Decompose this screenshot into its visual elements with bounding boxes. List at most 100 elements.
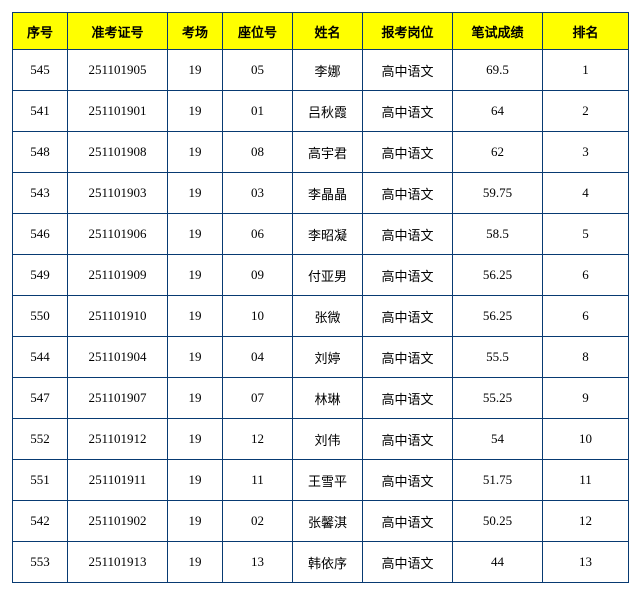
cell-seat: 07 [223,378,293,419]
cell-seat: 03 [223,173,293,214]
cell-rank: 3 [543,132,629,173]
cell-seat: 08 [223,132,293,173]
cell-admit: 251101912 [68,419,168,460]
cell-admit: 251101904 [68,337,168,378]
table-row: 5522511019121912刘伟高中语文5410 [13,419,629,460]
cell-admit: 251101908 [68,132,168,173]
table-row: 5462511019061906李昭凝高中语文58.55 [13,214,629,255]
cell-score: 62 [453,132,543,173]
cell-room: 19 [168,50,223,91]
cell-admit: 251101911 [68,460,168,501]
cell-post: 高中语文 [363,255,453,296]
cell-rank: 13 [543,542,629,583]
cell-room: 19 [168,214,223,255]
cell-seq: 548 [13,132,68,173]
table-row: 5502511019101910张微高中语文56.256 [13,296,629,337]
cell-score: 59.75 [453,173,543,214]
cell-rank: 11 [543,460,629,501]
cell-room: 19 [168,132,223,173]
cell-admit: 251101907 [68,378,168,419]
cell-seq: 553 [13,542,68,583]
cell-seq: 542 [13,501,68,542]
cell-seq: 550 [13,296,68,337]
cell-score: 50.25 [453,501,543,542]
cell-name: 张馨淇 [293,501,363,542]
table-row: 5532511019131913韩依序高中语文4413 [13,542,629,583]
cell-score: 54 [453,419,543,460]
cell-seat: 01 [223,91,293,132]
table-row: 5492511019091909付亚男高中语文56.256 [13,255,629,296]
cell-post: 高中语文 [363,50,453,91]
col-header-room: 考场 [168,13,223,50]
cell-post: 高中语文 [363,542,453,583]
cell-rank: 10 [543,419,629,460]
col-header-seat: 座位号 [223,13,293,50]
cell-name: 林琳 [293,378,363,419]
cell-name: 刘伟 [293,419,363,460]
cell-score: 55.5 [453,337,543,378]
col-header-name: 姓名 [293,13,363,50]
cell-score: 56.25 [453,296,543,337]
cell-admit: 251101905 [68,50,168,91]
cell-score: 58.5 [453,214,543,255]
cell-rank: 4 [543,173,629,214]
cell-post: 高中语文 [363,214,453,255]
cell-post: 高中语文 [363,337,453,378]
cell-name: 付亚男 [293,255,363,296]
col-header-rank: 排名 [543,13,629,50]
cell-admit: 251101909 [68,255,168,296]
cell-score: 51.75 [453,460,543,501]
cell-admit: 251101913 [68,542,168,583]
cell-name: 李昭凝 [293,214,363,255]
cell-rank: 9 [543,378,629,419]
cell-seq: 552 [13,419,68,460]
cell-post: 高中语文 [363,296,453,337]
cell-seat: 02 [223,501,293,542]
cell-name: 李娜 [293,50,363,91]
cell-rank: 6 [543,296,629,337]
cell-admit: 251101903 [68,173,168,214]
cell-score: 44 [453,542,543,583]
table-head: 序号 准考证号 考场 座位号 姓名 报考岗位 笔试成绩 排名 [13,13,629,50]
cell-admit: 251101902 [68,501,168,542]
exam-results-table-wrap: 序号 准考证号 考场 座位号 姓名 报考岗位 笔试成绩 排名 545251101… [12,12,628,583]
col-header-score: 笔试成绩 [453,13,543,50]
cell-seat: 05 [223,50,293,91]
cell-room: 19 [168,296,223,337]
cell-room: 19 [168,419,223,460]
table-row: 5512511019111911王雪平高中语文51.7511 [13,460,629,501]
cell-rank: 12 [543,501,629,542]
cell-seq: 551 [13,460,68,501]
cell-rank: 1 [543,50,629,91]
cell-score: 69.5 [453,50,543,91]
cell-room: 19 [168,460,223,501]
cell-name: 王雪平 [293,460,363,501]
cell-post: 高中语文 [363,173,453,214]
table-row: 5412511019011901吕秋霞高中语文642 [13,91,629,132]
cell-seq: 549 [13,255,68,296]
cell-post: 高中语文 [363,501,453,542]
cell-name: 高宇君 [293,132,363,173]
cell-post: 高中语文 [363,419,453,460]
cell-seq: 544 [13,337,68,378]
cell-score: 56.25 [453,255,543,296]
cell-seat: 04 [223,337,293,378]
cell-seat: 13 [223,542,293,583]
table-row: 5442511019041904刘婷高中语文55.58 [13,337,629,378]
table-row: 5482511019081908高宇君高中语文623 [13,132,629,173]
cell-room: 19 [168,255,223,296]
cell-room: 19 [168,378,223,419]
cell-rank: 8 [543,337,629,378]
cell-admit: 251101906 [68,214,168,255]
cell-name: 张微 [293,296,363,337]
cell-room: 19 [168,91,223,132]
cell-seq: 546 [13,214,68,255]
cell-score: 64 [453,91,543,132]
col-header-post: 报考岗位 [363,13,453,50]
cell-rank: 6 [543,255,629,296]
cell-admit: 251101910 [68,296,168,337]
cell-name: 吕秋霞 [293,91,363,132]
cell-post: 高中语文 [363,91,453,132]
cell-seq: 543 [13,173,68,214]
col-header-admit: 准考证号 [68,13,168,50]
